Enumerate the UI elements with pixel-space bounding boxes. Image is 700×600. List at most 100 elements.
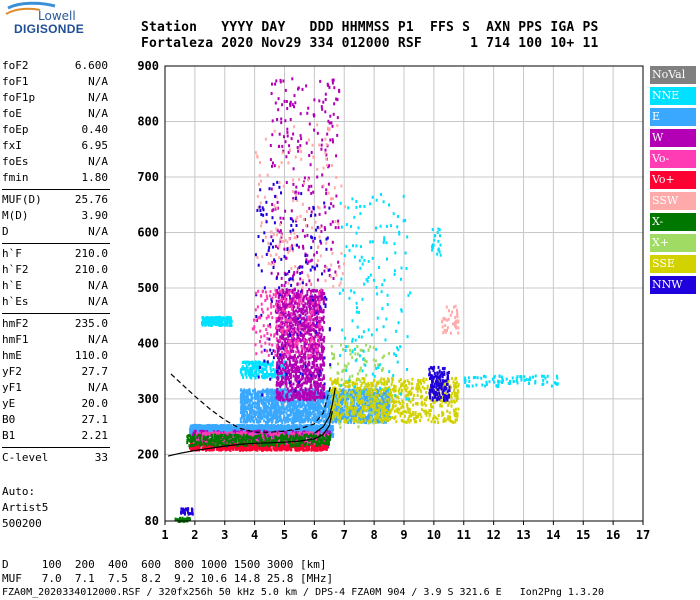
echo-point (327, 428, 330, 432)
echo-point (241, 426, 244, 430)
echo-point (283, 426, 286, 430)
echo-point (268, 396, 271, 400)
echo-point (224, 323, 227, 327)
echo-point (310, 403, 313, 407)
echo-point (303, 428, 306, 432)
echo-point (246, 420, 249, 424)
echo-point (294, 301, 296, 305)
echo-point (359, 406, 362, 410)
echo-point (296, 424, 298, 428)
echo-point (371, 393, 374, 397)
param-name: M(D) (2, 209, 29, 222)
echo-point (297, 385, 300, 389)
echo-point (291, 312, 294, 316)
echo-point (301, 417, 304, 421)
echo-point (190, 426, 193, 430)
echo-point (265, 365, 268, 368)
echo-point (294, 417, 297, 421)
echo-point (255, 406, 258, 410)
echo-point (305, 390, 308, 394)
echo-point (284, 425, 287, 428)
param-row: foE N/A (2, 106, 108, 122)
param-row: foEs N/A (2, 154, 108, 170)
echo-point (237, 424, 240, 427)
echo-point (283, 391, 286, 395)
echo-point (258, 404, 260, 408)
legend-item: E (650, 108, 696, 126)
echo-point (309, 328, 312, 332)
echo-point (321, 350, 324, 354)
echo-point (242, 367, 245, 371)
echo-point (296, 302, 299, 306)
echo-point (262, 370, 264, 374)
echo-point (245, 371, 248, 375)
echo-point (319, 411, 322, 415)
echo-point (207, 322, 210, 326)
echo-point (248, 414, 251, 418)
param-row: hmF1 N/A (2, 332, 108, 348)
echo-point (276, 366, 279, 370)
echo-point (288, 405, 291, 409)
echo-point (278, 328, 281, 332)
echo-point (348, 414, 351, 418)
echo-point (289, 314, 292, 318)
echo-point (318, 323, 321, 326)
echo-point (297, 380, 300, 384)
echo-point (304, 302, 307, 306)
echo-point (291, 400, 293, 403)
echo-point (245, 423, 248, 427)
echo-point (265, 420, 267, 424)
param-row: yE 20.0 (2, 396, 108, 412)
echo-point (262, 401, 264, 405)
echo-point (328, 426, 331, 430)
echo-point (315, 416, 318, 420)
echo-point (269, 366, 272, 370)
echo-point (256, 410, 259, 414)
echo-point (266, 394, 269, 398)
echo-point (289, 418, 292, 422)
echo-point (285, 407, 288, 411)
echo-point (285, 416, 287, 420)
echo-point (318, 404, 321, 408)
echo-point (311, 365, 314, 369)
echo-point (298, 399, 301, 403)
echo-point (297, 418, 300, 422)
echo-point (319, 373, 322, 377)
echo-point (363, 420, 366, 424)
echo-point (242, 424, 245, 428)
echo-point (245, 375, 248, 379)
param-value: 2.21 (81, 429, 109, 442)
echo-point (312, 410, 315, 414)
header-values: Fortaleza 2020 Nov29 334 012000 RSF 1 71… (141, 36, 599, 51)
echo-point (244, 390, 247, 394)
echo-point (320, 418, 323, 422)
echo-point (266, 414, 269, 418)
echo-point (301, 389, 304, 393)
echo-point (267, 424, 270, 428)
echo-point (292, 343, 295, 347)
echo-point (267, 416, 270, 420)
echo-point (214, 323, 217, 326)
echo-point (286, 404, 289, 408)
echo-point (260, 401, 263, 405)
echo-point (288, 313, 291, 317)
echo-point (372, 418, 375, 422)
echo-point (316, 370, 319, 374)
echo-point (323, 411, 326, 415)
echo-point (351, 417, 354, 421)
echo-point (247, 425, 250, 429)
echo-point (308, 429, 311, 433)
param-row: fmin 1.80 (2, 170, 108, 186)
echo-point (321, 359, 324, 363)
echo-point (255, 374, 258, 378)
echo-point (220, 424, 223, 427)
echo-point (278, 418, 281, 422)
echo-point (322, 308, 325, 312)
echo-point (312, 392, 315, 396)
echo-point (261, 391, 264, 395)
echo-point (272, 402, 275, 406)
echo-point (288, 408, 290, 412)
param-value: N/A (88, 295, 108, 308)
echo-point (277, 410, 280, 413)
echo-point (286, 408, 289, 412)
